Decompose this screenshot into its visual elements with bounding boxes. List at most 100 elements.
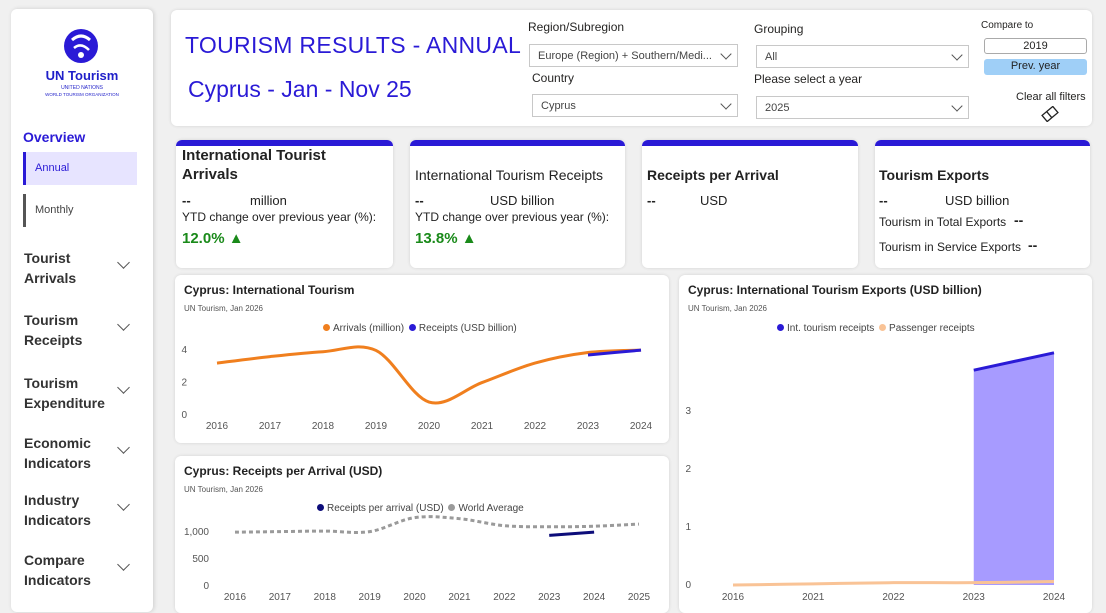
- kpi-receipts-card: International Tourism Receipts -- USD bi…: [410, 140, 625, 268]
- chevron-down-icon: [117, 318, 130, 331]
- chevron-down-icon: [117, 558, 130, 571]
- nav-compare-indicators[interactable]: Compare Indicators: [24, 550, 144, 590]
- kpi-receipts-ytd-label: YTD change over previous year (%):: [415, 210, 610, 224]
- kpi-exports-total-label: Tourism in Total Exports: [879, 215, 1007, 229]
- x-tick-label: 2021: [448, 592, 471, 603]
- chart-subtitle: UN Tourism, Jan 2026: [184, 304, 263, 313]
- legend-label: Arrivals (million): [333, 323, 405, 334]
- chart-legend: Int. tourism receipts Passenger receipts: [769, 323, 975, 334]
- y-tick-label: 1: [685, 522, 691, 533]
- x-tick-label: 2021: [471, 421, 494, 432]
- x-tick-label: 2022: [882, 592, 905, 603]
- kpi-exports-service-value: --: [1028, 237, 1038, 253]
- y-tick-label: 0: [203, 581, 209, 592]
- x-tick-label: 2018: [314, 592, 337, 603]
- y-tick-label: 2: [685, 464, 691, 475]
- chart-receipts-per-arrival: Cyprus: Receipts per Arrival (USD) UN To…: [175, 456, 669, 613]
- kpi-arrivals-card: International Tourist Arrivals -- millio…: [176, 140, 393, 268]
- legend-swatch: [879, 324, 887, 331]
- x-tick-label: 2020: [418, 421, 441, 432]
- legend-label: World Average: [458, 503, 524, 514]
- x-tick-label: 2017: [259, 421, 282, 432]
- kpi-exports-card: Tourism Exports -- USD billion Tourism i…: [875, 140, 1090, 268]
- chart-plot: 0 1 2 3 2016 2021 2022 2023 2024: [685, 351, 1066, 603]
- nav-overview[interactable]: Overview: [23, 129, 86, 145]
- grouping-dropdown[interactable]: All: [756, 45, 969, 68]
- country-value: Cyprus: [541, 100, 576, 112]
- kpi-arrivals-ytd-value: 12.0% ▲: [182, 230, 244, 247]
- world-average-series-line: [234, 515, 640, 534]
- nav-tourism-receipts[interactable]: Tourism Receipts: [24, 310, 144, 350]
- nav-label: Tourist Arrivals: [24, 250, 77, 286]
- x-tick-label: 2019: [365, 421, 388, 432]
- chevron-down-icon: [951, 49, 963, 61]
- subnav-annual[interactable]: Annual: [23, 152, 137, 185]
- chart-legend: Receipts per arrival (USD) World Average: [309, 503, 524, 514]
- kpi-exports-value: --: [879, 193, 888, 208]
- nav-tourism-expenditure[interactable]: Tourism Expenditure: [24, 373, 144, 413]
- chart-plot: 0 2 4 2016 2017 2018 2019 2020 2021 2022 2023 2024: [181, 345, 653, 432]
- int-tourism-receipts-line: [973, 351, 1055, 372]
- chart-plot: 0 500 1,000 2016 2017 2018 2019 2020 2021 2022 202…: [184, 515, 651, 603]
- x-tick-label: 2016: [224, 592, 247, 603]
- kpi-exports-title: Tourism Exports: [879, 167, 990, 183]
- x-tick-label: 2023: [538, 592, 561, 603]
- chevron-down-icon: [720, 98, 732, 110]
- chevron-down-icon: [117, 256, 130, 269]
- logo-subtext: UNITED NATIONS: [61, 85, 103, 91]
- year-value: 2025: [765, 102, 790, 114]
- chart-title: Cyprus: International Tourism Exports (U…: [688, 283, 982, 297]
- kpi-per-arrival-card: Receipts per Arrival -- USD: [642, 140, 858, 268]
- receipts-series-line: [587, 348, 642, 357]
- legend-swatch: [777, 324, 784, 331]
- x-tick-label: 2020: [403, 592, 426, 603]
- passenger-receipts-line: [732, 580, 1055, 587]
- compare-year-input[interactable]: 2019: [984, 38, 1087, 54]
- y-tick-label: 0: [685, 580, 691, 591]
- nav-industry-indicators[interactable]: Industry Indicators: [24, 490, 144, 530]
- x-tick-label: 2024: [583, 592, 606, 603]
- page-title: TOURISM RESULTS - ANNUAL: [185, 32, 522, 58]
- x-tick-label: 2016: [722, 592, 745, 603]
- x-tick-label: 2025: [628, 592, 651, 603]
- region-label: Region/Subregion: [528, 20, 625, 34]
- kpi-receipts-ytd-value: 13.8% ▲: [415, 230, 477, 247]
- chart-legend: Arrivals (million) Receipts (USD billion…: [315, 323, 517, 334]
- chart-tourism-exports: Cyprus: International Tourism Exports (U…: [679, 275, 1092, 613]
- kpi-accent-bar: [176, 140, 393, 146]
- year-dropdown[interactable]: 2025: [756, 96, 969, 119]
- x-tick-label: 2024: [1043, 592, 1066, 603]
- x-tick-label: 2024: [630, 421, 653, 432]
- subnav-monthly[interactable]: Monthly: [23, 194, 137, 227]
- chevron-down-icon: [117, 498, 130, 511]
- kpi-accent-bar: [642, 140, 858, 146]
- chart-subtitle: UN Tourism, Jan 2026: [184, 485, 263, 494]
- nav-tourist-arrivals[interactable]: Tourist Arrivals: [24, 248, 144, 288]
- compare-label: Compare to: [981, 20, 1034, 31]
- kpi-exports-unit: USD billion: [945, 193, 1010, 208]
- prev-year-button[interactable]: Prev. year: [984, 59, 1087, 75]
- nav-label: Economic Indicators: [24, 435, 91, 471]
- y-tick-label: 500: [192, 554, 209, 565]
- nav-label: Tourism Expenditure: [24, 375, 105, 411]
- x-tick-label: 2017: [269, 592, 292, 603]
- nav-economic-indicators[interactable]: Economic Indicators: [24, 433, 144, 473]
- year-label: Please select a year: [754, 72, 863, 86]
- kpi-arrivals-title: International Tourist Arrivals: [182, 147, 326, 183]
- region-dropdown[interactable]: Europe (Region) + Southern/Medi...: [529, 44, 738, 67]
- kpi-per-arrival-title: Receipts per Arrival: [647, 167, 779, 183]
- kpi-exports-total-value: --: [1014, 212, 1024, 228]
- int-tourism-receipts-area: [973, 352, 1054, 585]
- country-dropdown[interactable]: Cyprus: [532, 94, 738, 117]
- clear-filters-button[interactable]: Clear all filters: [1016, 91, 1086, 103]
- y-tick-label: 3: [685, 406, 691, 417]
- kpi-accent-bar: [410, 140, 625, 146]
- kpi-receipts-unit: USD billion: [490, 193, 555, 208]
- logo-name: UN Tourism: [45, 68, 119, 83]
- chevron-down-icon: [720, 48, 732, 60]
- legend-swatch: [317, 504, 324, 511]
- nav-label: Tourism Receipts: [24, 312, 83, 348]
- eraser-icon[interactable]: [1041, 105, 1059, 123]
- chevron-down-icon: [117, 381, 130, 394]
- page-subtitle: Cyprus - Jan - Nov 25: [188, 76, 412, 102]
